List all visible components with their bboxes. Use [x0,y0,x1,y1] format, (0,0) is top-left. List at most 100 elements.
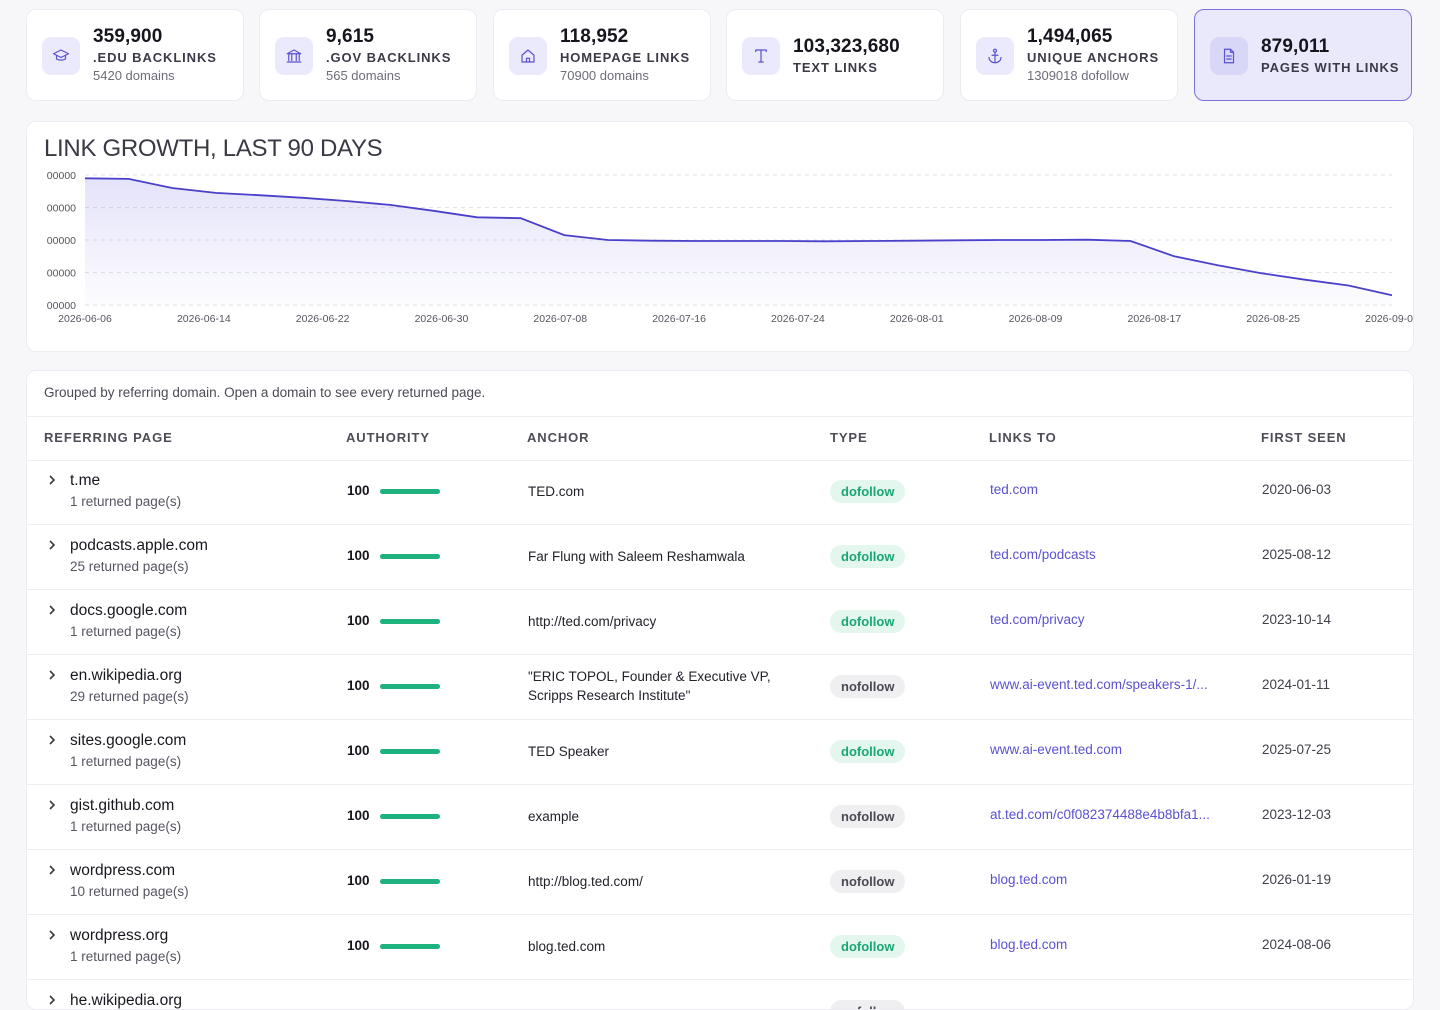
anchor-icon [976,37,1014,75]
x-tick-label: 2026-09-04 [1365,313,1414,325]
table-row[interactable]: wordpress.org 1 returned page(s) 100 blog.t… [27,914,1413,980]
referring-domain[interactable]: he.wikipedia.org [70,992,183,1009]
gov-backlinks-card[interactable]: 9,615 .GOV BACKLINKS 565 domains [259,9,477,101]
first-seen-date: 2024-01-11 [1262,677,1331,692]
referring-domain[interactable]: sites.google.com [70,732,187,749]
anchor-text: http://ted.com/privacy [528,614,657,629]
links-to-link[interactable]: ted.com/privacy [990,612,1085,627]
homepage-links-card[interactable]: 118,952 HOMEPAGE LINKS 70900 domains [493,9,711,101]
chevron-right-icon[interactable] [45,538,59,552]
first-seen-date: 2024-08-06 [1262,937,1332,952]
card-value: 359,900 [93,26,163,47]
table-row[interactable]: wordpress.com 10 returned page(s) 100 http:… [27,849,1413,915]
y-tick-label: 00000 [47,300,76,312]
x-tick-label: 2026-08-09 [1009,313,1063,325]
chevron-right-icon[interactable] [45,798,59,812]
links-to-link[interactable]: www.ai-event.ted.com/speakers-1/... [990,677,1208,692]
pages-with-links-card[interactable]: 879,011 PAGES WITH LINKS [1194,9,1412,101]
col-anchor[interactable]: ANCHOR [527,430,590,445]
card-sub: 5420 domains [93,68,175,83]
unique-anchors-card[interactable]: 1,494,065 UNIQUE ANCHORS 1309018 dofollo… [960,9,1178,101]
authority-bar [380,814,440,819]
links-to-link[interactable]: blog.ted.com [990,872,1068,887]
first-seen-date: 2025-07-25 [1262,742,1332,757]
referring-domain[interactable]: wordpress.com [70,862,176,879]
card-value: 879,011 [1261,36,1330,57]
referring-domain[interactable]: docs.google.com [70,602,188,619]
referring-domain[interactable]: wordpress.org [70,927,169,944]
first-seen-date: 2025-08-12 [1262,547,1332,562]
authority-score: 100 [347,938,370,953]
table-row[interactable]: en.wikipedia.org 29 returned page(s) 100 "E… [27,654,1413,720]
table-row[interactable]: gist.github.com 1 returned page(s) 100 exam… [27,784,1413,850]
x-tick-label: 2026-08-17 [1128,313,1182,325]
authority-bar [380,489,440,494]
table-row[interactable]: t.me 1 returned page(s) 100 TED.com dofollow… [27,459,1413,525]
returned-pages-count: 10 returned page(s) [70,884,189,899]
table-row[interactable]: he.wikipedia.org nofollow [27,979,1413,1009]
chevron-right-icon[interactable] [45,603,59,617]
authority-bar [380,554,440,559]
chevron-right-icon[interactable] [45,863,59,877]
link-type-badge: dofollow [830,545,906,568]
card-sub: 565 domains [326,68,401,83]
x-tick-label: 2026-06-14 [177,313,231,325]
table-note: Grouped by referring domain. Open a doma… [44,385,486,400]
chevron-right-icon[interactable] [45,473,59,487]
card-label: PAGES WITH LINKS [1261,60,1400,75]
authority-bar-fill [380,489,440,494]
first-seen-date: 2023-12-03 [1262,807,1332,822]
link-type-badge: dofollow [830,480,906,503]
returned-pages-count: 1 returned page(s) [70,819,182,834]
chevron-right-icon[interactable] [45,993,59,1007]
anchor-text: TED.com [528,484,585,499]
table-row[interactable]: docs.google.com 1 returned page(s) 100 http… [27,589,1413,655]
authority-score: 100 [347,483,370,498]
chevron-right-icon[interactable] [45,733,59,747]
text-links-card[interactable]: 103,323,680 TEXT LINKS [726,9,944,101]
anchor-text: example [528,809,580,824]
links-to-link[interactable]: ted.com/podcasts [990,547,1096,562]
first-seen-date: 2023-10-14 [1262,612,1332,627]
referring-domain[interactable]: en.wikipedia.org [70,667,183,684]
links-to-link[interactable]: www.ai-event.ted.com [990,742,1123,757]
chevron-right-icon[interactable] [45,928,59,942]
col-referring-page[interactable]: REFERRING PAGE [44,430,173,445]
col-type[interactable]: TYPE [830,430,868,445]
authority-bar-fill [380,749,440,754]
referring-domain[interactable]: t.me [70,472,101,489]
y-tick-label: 00000 [47,235,76,247]
x-tick-label: 2026-06-22 [296,313,350,325]
chevron-right-icon[interactable] [45,668,59,682]
first-seen-date: 2026-01-19 [1262,872,1332,887]
x-tick-label: 2026-06-30 [415,313,469,325]
col-links-to[interactable]: LINKS TO [989,430,1057,445]
graduation-cap-icon [42,37,80,75]
authority-bar-fill [380,684,440,689]
anchor-text: Far Flung with Saleem Reshamwala [528,549,745,564]
authority-bar-fill [380,554,440,559]
col-first-seen[interactable]: FIRST SEEN [1261,430,1347,445]
returned-pages-count: 25 returned page(s) [70,559,189,574]
card-sub: 1309018 dofollow [1027,68,1129,83]
anchor-text: blog.ted.com [528,939,606,954]
returned-pages-count: 1 returned page(s) [70,494,182,509]
col-authority[interactable]: AUTHORITY [346,430,430,445]
authority-score: 100 [347,548,370,563]
links-to-link[interactable]: at.ted.com/c0f082374488e4b8bfa1... [990,807,1210,822]
table-header: REFERRING PAGE AUTHORITY ANCHOR TYPE LIN… [27,416,1413,461]
links-to-link[interactable]: blog.ted.com [990,937,1068,952]
referring-domain[interactable]: gist.github.com [70,797,175,814]
x-tick-label: 2026-07-08 [533,313,587,325]
table-row[interactable]: podcasts.apple.com 25 returned page(s) 100… [27,524,1413,590]
links-to-link[interactable]: ted.com [990,482,1039,497]
authority-bar-fill [380,814,440,819]
y-tick-label: 00000 [47,203,76,215]
card-value: 103,323,680 [793,36,900,57]
referring-domain[interactable]: podcasts.apple.com [70,537,208,554]
edu-backlinks-card[interactable]: 359,900 .EDU BACKLINKS 5420 domains [26,9,244,101]
document-icon [1210,37,1248,75]
x-tick-label: 2026-08-01 [890,313,944,325]
table-row[interactable]: sites.google.com 1 returned page(s) 100 TED… [27,719,1413,785]
anchor-text: TED Speaker [528,744,610,759]
